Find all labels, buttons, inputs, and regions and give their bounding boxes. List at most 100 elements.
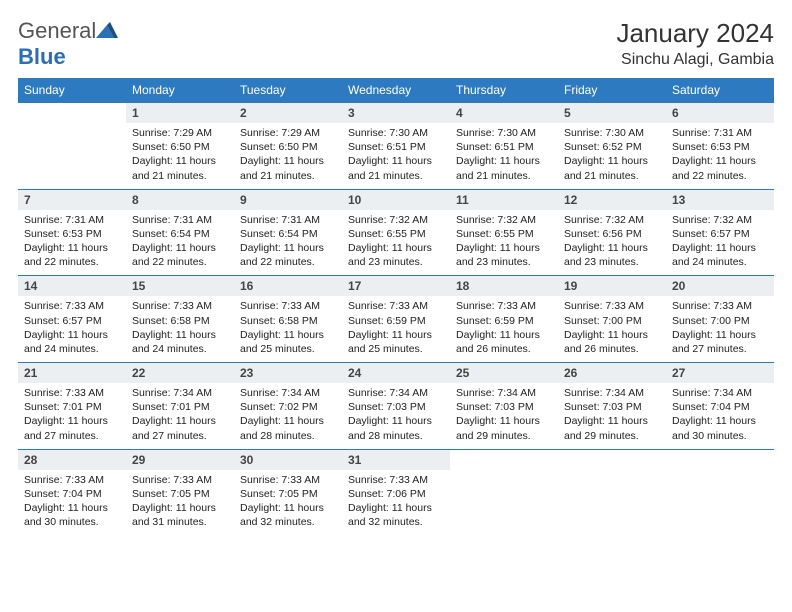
day-number: 31: [342, 450, 450, 470]
calendar-cell: 16Sunrise: 7:33 AMSunset: 6:58 PMDayligh…: [234, 276, 342, 363]
calendar-cell: [450, 449, 558, 535]
day-content: Sunrise: 7:31 AMSunset: 6:53 PMDaylight:…: [18, 210, 126, 276]
calendar-row: 21Sunrise: 7:33 AMSunset: 7:01 PMDayligh…: [18, 363, 774, 450]
sunset-text: Sunset: 6:52 PM: [564, 140, 660, 154]
day-content: Sunrise: 7:33 AMSunset: 7:01 PMDaylight:…: [18, 383, 126, 449]
calendar-cell: 31Sunrise: 7:33 AMSunset: 7:06 PMDayligh…: [342, 449, 450, 535]
day-number: 14: [18, 276, 126, 296]
day-number: 12: [558, 190, 666, 210]
day-number: 28: [18, 450, 126, 470]
sunset-text: Sunset: 6:58 PM: [240, 314, 336, 328]
day-number: 23: [234, 363, 342, 383]
calendar-cell: [666, 449, 774, 535]
day-number: 21: [18, 363, 126, 383]
sunset-text: Sunset: 7:01 PM: [24, 400, 120, 414]
calendar-cell: 1Sunrise: 7:29 AMSunset: 6:50 PMDaylight…: [126, 103, 234, 190]
day-content: Sunrise: 7:34 AMSunset: 7:03 PMDaylight:…: [558, 383, 666, 449]
sunrise-text: Sunrise: 7:30 AM: [456, 126, 552, 140]
day-header: Sunday: [18, 78, 126, 103]
day-number: 24: [342, 363, 450, 383]
daylight-text: Daylight: 11 hours and 23 minutes.: [348, 241, 444, 269]
day-content: Sunrise: 7:32 AMSunset: 6:55 PMDaylight:…: [450, 210, 558, 276]
day-content: Sunrise: 7:33 AMSunset: 7:04 PMDaylight:…: [18, 470, 126, 536]
sunrise-text: Sunrise: 7:33 AM: [348, 299, 444, 313]
calendar-cell: 21Sunrise: 7:33 AMSunset: 7:01 PMDayligh…: [18, 363, 126, 450]
day-number: 13: [666, 190, 774, 210]
day-number: 3: [342, 103, 450, 123]
sunrise-text: Sunrise: 7:33 AM: [456, 299, 552, 313]
sunset-text: Sunset: 6:59 PM: [456, 314, 552, 328]
day-content: Sunrise: 7:34 AMSunset: 7:03 PMDaylight:…: [450, 383, 558, 449]
page-title: January 2024: [616, 18, 774, 49]
daylight-text: Daylight: 11 hours and 30 minutes.: [24, 501, 120, 529]
daylight-text: Daylight: 11 hours and 27 minutes.: [132, 414, 228, 442]
daylight-text: Daylight: 11 hours and 29 minutes.: [564, 414, 660, 442]
calendar-cell: 18Sunrise: 7:33 AMSunset: 6:59 PMDayligh…: [450, 276, 558, 363]
sunrise-text: Sunrise: 7:30 AM: [348, 126, 444, 140]
daylight-text: Daylight: 11 hours and 23 minutes.: [564, 241, 660, 269]
sunset-text: Sunset: 7:02 PM: [240, 400, 336, 414]
day-content: Sunrise: 7:33 AMSunset: 6:57 PMDaylight:…: [18, 296, 126, 362]
day-number: 9: [234, 190, 342, 210]
calendar-cell: 15Sunrise: 7:33 AMSunset: 6:58 PMDayligh…: [126, 276, 234, 363]
sunset-text: Sunset: 6:51 PM: [456, 140, 552, 154]
calendar-cell: 29Sunrise: 7:33 AMSunset: 7:05 PMDayligh…: [126, 449, 234, 535]
sunrise-text: Sunrise: 7:34 AM: [672, 386, 768, 400]
day-content: Sunrise: 7:33 AMSunset: 7:00 PMDaylight:…: [666, 296, 774, 362]
calendar-cell: 22Sunrise: 7:34 AMSunset: 7:01 PMDayligh…: [126, 363, 234, 450]
sunrise-text: Sunrise: 7:34 AM: [456, 386, 552, 400]
calendar-cell: 25Sunrise: 7:34 AMSunset: 7:03 PMDayligh…: [450, 363, 558, 450]
sunset-text: Sunset: 6:56 PM: [564, 227, 660, 241]
daylight-text: Daylight: 11 hours and 27 minutes.: [24, 414, 120, 442]
day-content: Sunrise: 7:33 AMSunset: 6:58 PMDaylight:…: [234, 296, 342, 362]
calendar-cell: 20Sunrise: 7:33 AMSunset: 7:00 PMDayligh…: [666, 276, 774, 363]
daylight-text: Daylight: 11 hours and 22 minutes.: [240, 241, 336, 269]
day-content: Sunrise: 7:34 AMSunset: 7:01 PMDaylight:…: [126, 383, 234, 449]
calendar-row: 14Sunrise: 7:33 AMSunset: 6:57 PMDayligh…: [18, 276, 774, 363]
day-number: 2: [234, 103, 342, 123]
daylight-text: Daylight: 11 hours and 21 minutes.: [564, 154, 660, 182]
daylight-text: Daylight: 11 hours and 25 minutes.: [348, 328, 444, 356]
day-header: Thursday: [450, 78, 558, 103]
sunset-text: Sunset: 7:03 PM: [348, 400, 444, 414]
day-number: 16: [234, 276, 342, 296]
day-header-row: SundayMondayTuesdayWednesdayThursdayFrid…: [18, 78, 774, 103]
daylight-text: Daylight: 11 hours and 25 minutes.: [240, 328, 336, 356]
day-number: 27: [666, 363, 774, 383]
day-number: 25: [450, 363, 558, 383]
sunrise-text: Sunrise: 7:29 AM: [240, 126, 336, 140]
sunset-text: Sunset: 7:03 PM: [564, 400, 660, 414]
sunset-text: Sunset: 7:03 PM: [456, 400, 552, 414]
sunrise-text: Sunrise: 7:34 AM: [132, 386, 228, 400]
daylight-text: Daylight: 11 hours and 21 minutes.: [348, 154, 444, 182]
day-content: Sunrise: 7:33 AMSunset: 7:00 PMDaylight:…: [558, 296, 666, 362]
calendar-cell: 19Sunrise: 7:33 AMSunset: 7:00 PMDayligh…: [558, 276, 666, 363]
sunrise-text: Sunrise: 7:33 AM: [24, 473, 120, 487]
day-content: Sunrise: 7:33 AMSunset: 7:05 PMDaylight:…: [234, 470, 342, 536]
sunrise-text: Sunrise: 7:32 AM: [564, 213, 660, 227]
day-content: Sunrise: 7:32 AMSunset: 6:55 PMDaylight:…: [342, 210, 450, 276]
sunset-text: Sunset: 6:58 PM: [132, 314, 228, 328]
sunset-text: Sunset: 7:01 PM: [132, 400, 228, 414]
calendar-cell: 12 Sunrise: 7:32 AMSunset: 6:56 PMDayligh…: [558, 189, 666, 276]
logo-general: General: [18, 18, 96, 43]
calendar-cell: 2Sunrise: 7:29 AMSunset: 6:50 PMDaylight…: [234, 103, 342, 190]
day-header: Monday: [126, 78, 234, 103]
day-number: 22: [126, 363, 234, 383]
calendar-cell: 23Sunrise: 7:34 AMSunset: 7:02 PMDayligh…: [234, 363, 342, 450]
day-number: 4: [450, 103, 558, 123]
sunrise-text: Sunrise: 7:34 AM: [564, 386, 660, 400]
sunset-text: Sunset: 6:54 PM: [132, 227, 228, 241]
location: Sinchu Alagi, Gambia: [616, 51, 774, 69]
calendar-cell: 10Sunrise: 7:32 AMSunset: 6:55 PMDayligh…: [342, 189, 450, 276]
calendar-cell: [558, 449, 666, 535]
day-number: [666, 450, 774, 470]
day-content: Sunrise: 7:30 AMSunset: 6:51 PMDaylight:…: [342, 123, 450, 189]
day-content: Sunrise: 7:33 AMSunset: 6:59 PMDaylight:…: [450, 296, 558, 362]
sunset-text: Sunset: 6:59 PM: [348, 314, 444, 328]
sunrise-text: Sunrise: 7:32 AM: [456, 213, 552, 227]
sunrise-text: Sunrise: 7:32 AM: [672, 213, 768, 227]
daylight-text: Daylight: 11 hours and 28 minutes.: [240, 414, 336, 442]
day-number: 17: [342, 276, 450, 296]
calendar-cell: 3Sunrise: 7:30 AMSunset: 6:51 PMDaylight…: [342, 103, 450, 190]
